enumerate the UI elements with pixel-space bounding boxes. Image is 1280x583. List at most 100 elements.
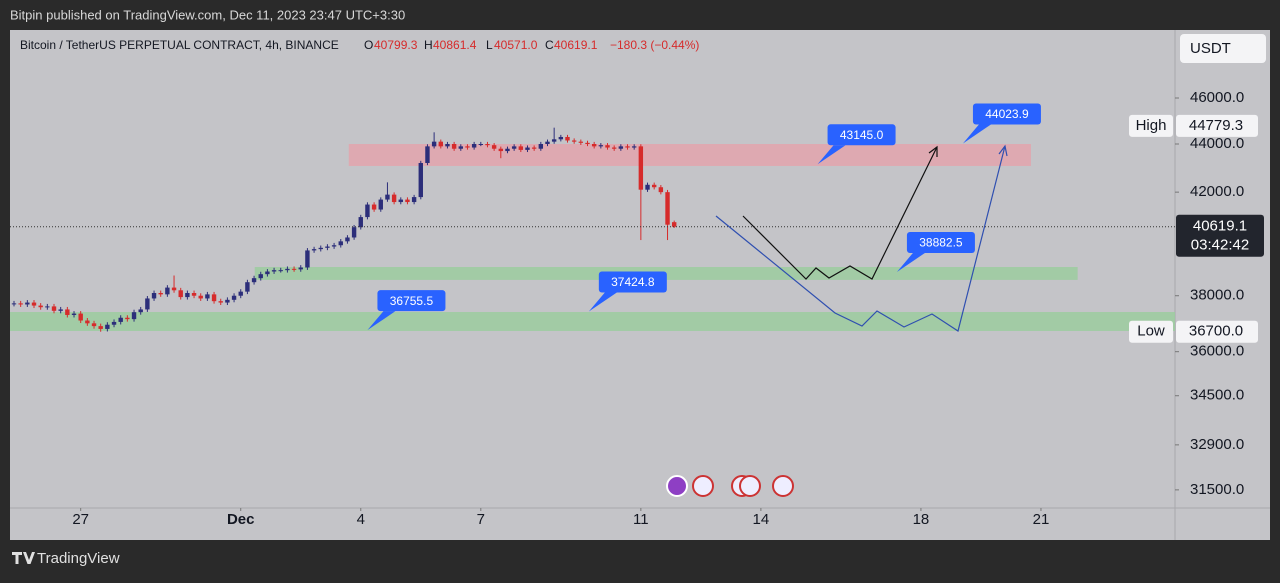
legend-value: 40861.4 <box>433 38 477 52</box>
high-marker-value: 44779.3 <box>1189 117 1243 134</box>
candle-body <box>85 320 90 324</box>
candle-body <box>525 147 530 150</box>
candle-body <box>671 222 677 227</box>
candle-body <box>71 313 77 315</box>
candle-body <box>125 317 130 320</box>
candle-body <box>251 278 257 283</box>
candle-body <box>425 146 430 163</box>
high-marker-tag <box>1129 114 1173 137</box>
x-tick-label: 27 <box>72 511 89 528</box>
candle-body <box>278 270 283 272</box>
callout-box <box>827 124 896 146</box>
candle-body <box>151 293 157 299</box>
low-marker-tag-label: Low <box>1137 323 1165 340</box>
candle-body <box>658 187 664 193</box>
legend: Bitcoin / TetherUS PERPETUAL CONTRACT, 4… <box>20 38 699 52</box>
candle-body <box>311 249 317 251</box>
candle-body <box>145 298 150 310</box>
candle-body <box>405 199 410 203</box>
candle-body <box>605 145 610 148</box>
candle-body <box>225 299 230 303</box>
candle-body <box>551 139 557 142</box>
low-marker-value-box <box>1176 320 1258 343</box>
candle-body <box>298 267 303 270</box>
projection-blue <box>715 145 1006 332</box>
candle-body <box>11 303 17 305</box>
legend-change: −180.3 (−0.44%) <box>610 38 699 52</box>
currency-label[interactable]: USDT <box>1190 40 1231 57</box>
candle-body <box>291 268 297 270</box>
footer <box>0 540 1280 578</box>
candle-body <box>371 204 377 210</box>
candle-body <box>138 309 143 313</box>
candle-body <box>51 306 57 311</box>
candle-body <box>438 141 443 147</box>
y-tick-label: 42000.0 <box>1190 183 1244 200</box>
candle-body <box>618 146 624 149</box>
candle-body <box>105 324 110 329</box>
legend-value: 40619.1 <box>554 38 598 52</box>
candle-body <box>331 245 337 247</box>
publish-info: Bitpin published on TradingView.com, Dec… <box>10 7 405 22</box>
candle-body <box>191 293 197 296</box>
candle-body <box>545 141 550 145</box>
candle-body <box>451 144 457 149</box>
candle-body <box>638 146 644 190</box>
low-marker-tag <box>1129 320 1173 343</box>
projection-black <box>742 146 938 280</box>
candle-body <box>258 274 263 279</box>
candle-body <box>458 146 463 149</box>
candle-body <box>558 136 564 140</box>
candle-body <box>38 305 43 308</box>
event-icon <box>772 475 794 497</box>
candle-body <box>465 146 470 148</box>
candle-body <box>471 144 477 148</box>
candle-body <box>565 136 570 141</box>
callout-box <box>598 271 667 293</box>
legend-key: L <box>486 38 493 52</box>
event-icon <box>692 475 714 497</box>
candle-body <box>231 295 237 300</box>
candle-body <box>338 241 343 246</box>
candle-body <box>285 268 290 271</box>
candle-body <box>651 184 657 188</box>
event-icon <box>666 475 688 497</box>
candle-body <box>25 302 30 305</box>
symbol-title: Bitcoin / TetherUS PERPETUAL CONTRACT, 4… <box>20 38 339 52</box>
candle-body <box>185 293 190 298</box>
candle-body <box>625 146 630 148</box>
candle-body <box>205 294 210 299</box>
x-tick-label: 18 <box>913 511 930 528</box>
currency-button[interactable] <box>1180 34 1266 63</box>
candle-body <box>491 145 497 149</box>
candle-body <box>78 313 83 321</box>
candle-body <box>245 282 250 292</box>
candle-body <box>518 146 524 150</box>
x-tick-label: 4 <box>357 511 365 528</box>
callout-box <box>377 290 446 312</box>
brand-logo <box>12 552 35 564</box>
candle-body <box>31 302 37 306</box>
y-tick-label: 36000.0 <box>1190 343 1244 360</box>
y-tick-label: 46000.0 <box>1190 89 1244 106</box>
candle-body <box>598 145 604 147</box>
callout-label: 44023.9 <box>985 107 1029 121</box>
legend-key: H <box>424 38 433 52</box>
candle-body <box>211 294 217 302</box>
zone <box>10 312 1175 331</box>
candle-body <box>365 204 370 218</box>
candle-body <box>631 146 637 148</box>
callout-pointer <box>896 252 925 272</box>
callout-label: 37424.8 <box>611 275 655 289</box>
candle-body <box>265 271 270 275</box>
candle-body <box>178 290 183 298</box>
candle-body <box>98 326 103 329</box>
high-marker-tag-label: High <box>1136 117 1167 134</box>
callout-box <box>972 103 1041 125</box>
candle-body <box>305 250 310 268</box>
legend-key: O <box>364 38 373 52</box>
candle-body <box>538 144 544 149</box>
legend-value: 40799.3 <box>374 38 418 52</box>
y-tick-label: 44000.0 <box>1190 135 1244 152</box>
